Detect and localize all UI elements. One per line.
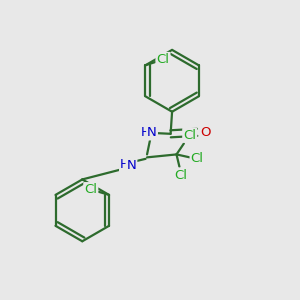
Text: H: H [141, 126, 151, 139]
Text: Cl: Cl [157, 53, 169, 66]
Text: N: N [127, 159, 136, 172]
Text: Cl: Cl [190, 152, 204, 165]
Text: N: N [147, 126, 157, 140]
Text: H: H [120, 158, 130, 171]
Text: O: O [200, 126, 211, 139]
Text: Cl: Cl [84, 183, 97, 196]
Text: Cl: Cl [183, 129, 196, 142]
Text: Cl: Cl [174, 169, 188, 182]
